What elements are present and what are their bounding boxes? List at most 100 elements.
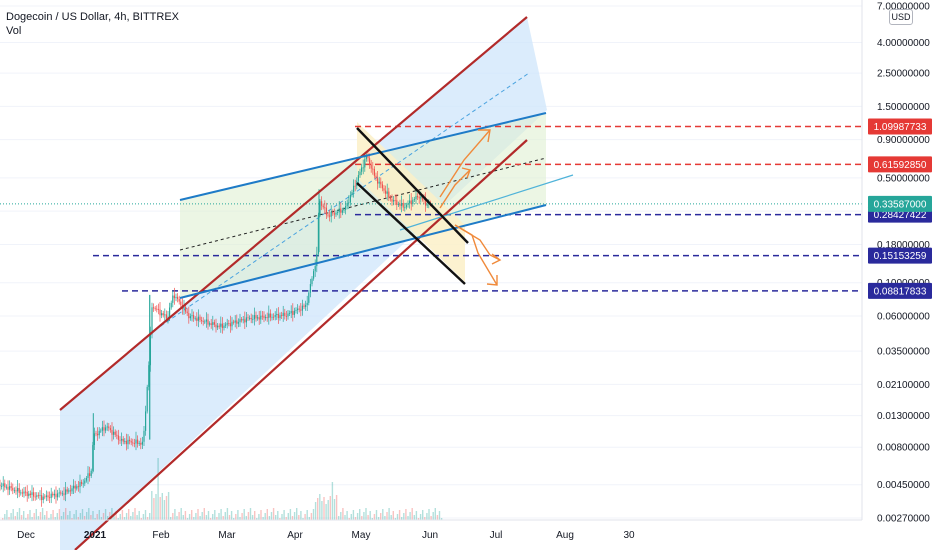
candle-body xyxy=(132,442,134,444)
candle-body xyxy=(348,202,350,204)
x-tick-label: Jun xyxy=(422,530,438,541)
candle-body xyxy=(397,203,399,205)
ascending-channel-upper xyxy=(59,16,528,411)
candle-body xyxy=(295,310,297,311)
candle-body xyxy=(145,411,147,431)
candle-body xyxy=(383,188,385,191)
candle-body xyxy=(162,313,164,316)
candle-body xyxy=(276,313,278,315)
candle-body xyxy=(213,322,215,325)
volume-bar xyxy=(340,512,342,520)
x-tick-label: Dec xyxy=(17,530,35,541)
candle-body xyxy=(234,320,236,323)
candle-body xyxy=(229,323,231,327)
x-axis: Dec 2021 Feb Mar Apr May Jun Jul Aug 30 xyxy=(17,530,635,541)
candle-body xyxy=(154,308,156,310)
volume-bar xyxy=(132,512,134,520)
y-tick-label: 0.03500000 xyxy=(877,347,930,358)
volume-bar xyxy=(220,509,222,520)
candle-body xyxy=(188,313,190,319)
candle-body xyxy=(169,307,171,317)
candle-body xyxy=(373,168,375,176)
candle-body xyxy=(322,205,324,208)
volume-bar xyxy=(394,518,397,520)
volume-bar xyxy=(319,494,321,520)
volume-bar xyxy=(209,518,212,520)
volume-bar xyxy=(178,512,180,520)
candle-body xyxy=(175,296,177,299)
candle-body xyxy=(26,491,28,497)
candle-body xyxy=(266,317,268,318)
candle-body xyxy=(36,495,38,497)
volume-bar xyxy=(60,516,63,520)
volume-bar xyxy=(344,515,346,520)
y-tick-label: 2.50000000 xyxy=(877,69,930,80)
volume-bar xyxy=(298,515,300,520)
candle-body xyxy=(140,442,142,445)
volume-bar xyxy=(310,513,313,520)
volume-bar xyxy=(54,517,56,520)
candle-body xyxy=(23,491,25,494)
volume-bar xyxy=(35,509,37,520)
level-price-badge xyxy=(868,247,932,264)
candle-body xyxy=(241,319,243,321)
candle-body xyxy=(388,191,390,198)
volume-bar xyxy=(338,516,340,520)
candle-body xyxy=(247,317,249,319)
candle-body xyxy=(218,325,220,327)
volume-bar xyxy=(52,510,54,520)
candle-body xyxy=(263,315,265,319)
candle-body xyxy=(242,319,244,321)
volume-bar xyxy=(361,516,363,520)
currency-button[interactable]: USD xyxy=(889,9,913,25)
volume-bar xyxy=(86,512,88,520)
candle-body xyxy=(193,315,195,319)
volume-bar xyxy=(388,508,390,520)
candle-body xyxy=(129,439,131,442)
candle-body xyxy=(15,490,17,492)
candle-body xyxy=(41,495,43,501)
volume-bar xyxy=(359,509,361,520)
candle-body xyxy=(9,486,11,490)
x-tick-label: Mar xyxy=(218,530,236,541)
volume-bar xyxy=(113,515,115,520)
candle-body xyxy=(125,440,127,445)
volume-bar xyxy=(306,510,308,520)
candle-body xyxy=(159,309,161,316)
volume-bar xyxy=(377,517,380,520)
candle-body xyxy=(300,309,302,311)
candle-body xyxy=(285,316,287,317)
candle-body xyxy=(228,323,230,324)
candle-body xyxy=(180,301,182,305)
volume-bar xyxy=(226,508,229,520)
candle-body xyxy=(20,492,22,494)
candle-body xyxy=(253,315,255,320)
level-price-text: 1.09987733 xyxy=(874,122,927,133)
candle-body xyxy=(92,444,94,471)
y-tick-label: 7.00000000 xyxy=(877,2,930,13)
candle-body xyxy=(269,313,271,318)
candle-body xyxy=(385,190,387,194)
candle-body xyxy=(391,199,393,202)
volume-bar xyxy=(2,518,4,520)
candle-body xyxy=(359,171,361,176)
volume-bar xyxy=(159,497,161,520)
level-price-text: 0.08817833 xyxy=(874,286,927,297)
candle-body xyxy=(157,309,159,310)
volume-bar xyxy=(270,512,273,520)
candle-body xyxy=(333,213,335,215)
volume-bar xyxy=(249,508,252,520)
volume-bar xyxy=(188,514,191,520)
volume-bar xyxy=(289,509,292,520)
volume-bar xyxy=(8,517,10,520)
arrow-head xyxy=(491,253,502,265)
volume-bar xyxy=(65,508,67,520)
volume-bar xyxy=(98,510,100,520)
volume-bar xyxy=(184,511,187,520)
candle-body xyxy=(170,302,172,308)
volume-bar xyxy=(94,518,96,520)
candle-body xyxy=(349,194,351,203)
volume-bar xyxy=(367,515,369,520)
